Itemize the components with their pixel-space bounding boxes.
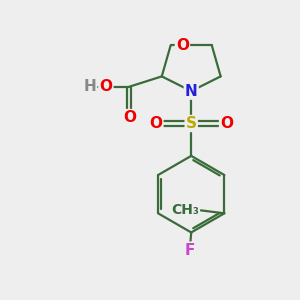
Text: O: O bbox=[123, 110, 136, 125]
Text: O: O bbox=[99, 79, 112, 94]
Text: S: S bbox=[186, 116, 197, 131]
Text: CH₃: CH₃ bbox=[172, 203, 199, 218]
Text: N: N bbox=[185, 84, 198, 99]
Text: O: O bbox=[176, 38, 189, 53]
Text: F: F bbox=[184, 243, 195, 258]
Text: O: O bbox=[149, 116, 162, 131]
Text: O: O bbox=[220, 116, 233, 131]
Text: H: H bbox=[83, 79, 96, 94]
